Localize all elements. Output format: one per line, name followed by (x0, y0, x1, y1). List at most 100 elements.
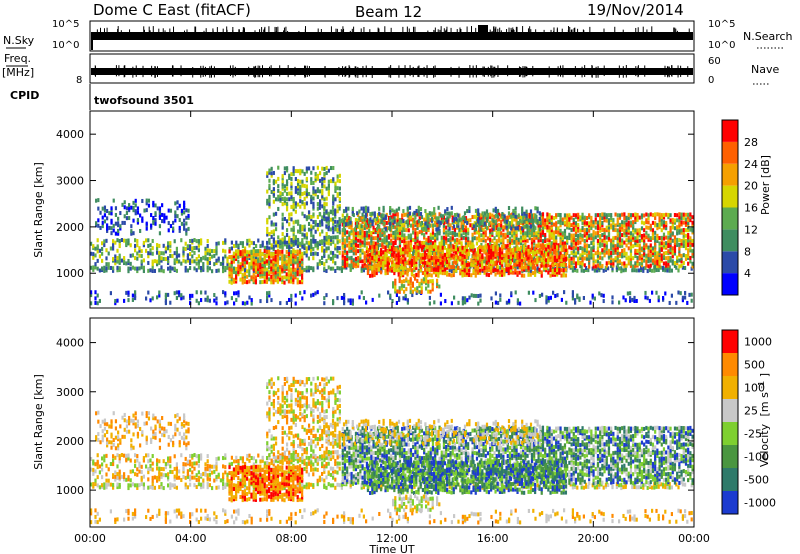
power-cell (96, 266, 99, 271)
power-cell (682, 220, 685, 225)
power-cell (417, 255, 420, 260)
power-cell (414, 235, 417, 240)
power-cell (585, 268, 588, 273)
power-cell (118, 256, 121, 261)
power-cell (563, 215, 567, 220)
power-cell (689, 248, 692, 253)
power-cell (263, 245, 266, 250)
power-cell (307, 256, 310, 261)
power-cell (169, 208, 173, 213)
power-cell (539, 214, 542, 219)
power-cell (296, 270, 299, 275)
power-cell (579, 260, 582, 265)
power-cell (640, 246, 644, 251)
power-cell (660, 220, 663, 225)
power-cell (329, 179, 333, 184)
power-cell (138, 266, 141, 271)
power-cell (522, 254, 525, 259)
power-cell (458, 233, 461, 238)
power-cell (206, 251, 209, 256)
power-cell (274, 211, 278, 216)
power-cell (272, 265, 275, 270)
power-cell (186, 253, 189, 258)
power-cell (550, 251, 553, 256)
power-cell (470, 258, 473, 263)
power-cell (152, 218, 155, 223)
power-cell (465, 268, 469, 273)
power-cell (132, 231, 135, 236)
power-cell (459, 268, 462, 273)
power-cell (327, 237, 330, 242)
power-cell (270, 171, 273, 176)
power-cell (678, 215, 681, 220)
power-cell (577, 256, 580, 261)
power-cell (476, 250, 480, 255)
power-cell (448, 247, 451, 252)
power-cell (570, 256, 573, 261)
power-cell (634, 248, 637, 253)
power-cell (461, 224, 464, 229)
power-cell (272, 275, 275, 280)
power-cell (622, 268, 625, 273)
power-cell (394, 230, 397, 235)
power-cell (656, 251, 659, 256)
power-cell (285, 244, 289, 249)
power-cell (261, 243, 264, 248)
power-cell (404, 263, 407, 268)
power-cell (257, 257, 260, 262)
power-cell (687, 212, 690, 217)
power-cell (178, 203, 181, 208)
power-cell (232, 254, 236, 259)
power-cell (301, 254, 304, 259)
power-cell (402, 219, 405, 224)
power-cell (314, 174, 317, 179)
power-cell (434, 238, 437, 243)
power-cell (285, 168, 289, 173)
power-cell (538, 267, 541, 272)
power-cell (480, 258, 483, 263)
power-cell (243, 272, 247, 277)
power-cell (352, 258, 355, 263)
power-cell (285, 219, 289, 224)
power-cell (478, 260, 481, 265)
power-cell (436, 223, 439, 228)
power-cell (360, 206, 363, 211)
power-cell (482, 236, 485, 241)
power-cell (426, 221, 429, 226)
power-cell (596, 230, 600, 235)
power-cell (649, 263, 652, 268)
power-cell (426, 260, 429, 265)
power-cell (316, 173, 319, 178)
power-cell (197, 261, 200, 266)
power-cell (230, 277, 233, 282)
power-cell (687, 235, 690, 240)
power-cell (351, 209, 354, 214)
power-cell (277, 176, 280, 181)
power-cell (417, 212, 420, 217)
power-cell (541, 258, 545, 263)
power-cell (463, 219, 467, 224)
power-cell (634, 218, 637, 223)
power-cell (495, 239, 498, 244)
power-cell (445, 256, 448, 261)
power-cell (625, 263, 628, 268)
power-cell (252, 264, 255, 269)
power-cell (362, 206, 365, 211)
power-cell (497, 238, 501, 243)
power-cell (542, 255, 546, 260)
power-cell (381, 232, 384, 237)
power-cell (349, 216, 352, 221)
power-cell (526, 238, 529, 243)
power-cell (610, 218, 613, 223)
power-cell (329, 235, 333, 240)
power-cell (461, 270, 464, 275)
power-cell (518, 247, 521, 252)
power-cell (583, 248, 586, 253)
power-cell (150, 213, 153, 218)
power-cell (570, 233, 573, 238)
power-cell (467, 231, 470, 236)
power-cell (343, 250, 347, 255)
power-cell (237, 270, 240, 275)
power-cell (383, 230, 386, 235)
power-cell (531, 260, 535, 265)
